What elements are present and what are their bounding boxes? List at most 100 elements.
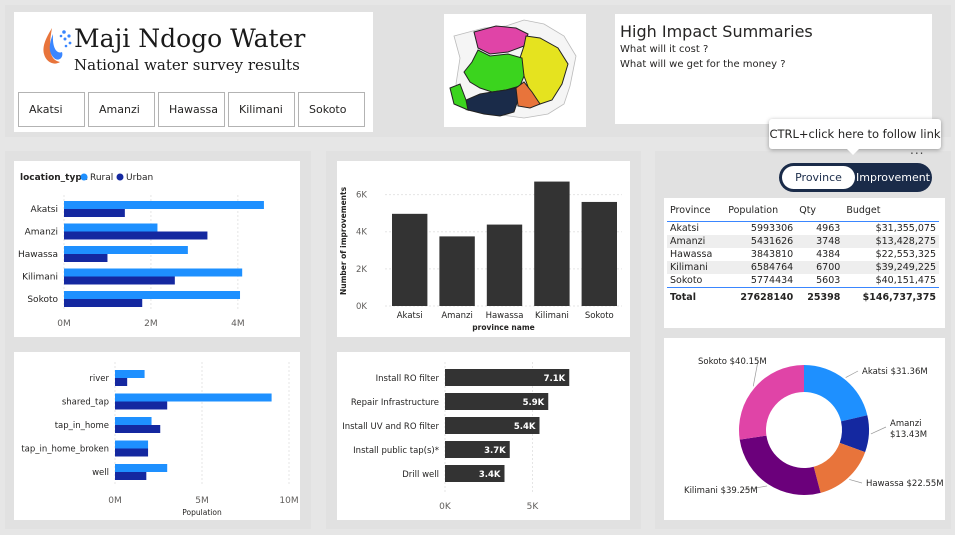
province-slicer-kilimani[interactable]: Kilimani [228, 92, 295, 127]
table-cell: 5774434 [750, 275, 794, 286]
donut-slice [739, 435, 821, 495]
y-tick-label: Kilimani [22, 273, 58, 283]
province-slicer-akatsi[interactable]: Akatsi [18, 92, 85, 127]
bar [64, 254, 108, 262]
table-cell: $146,737,375 [843, 287, 939, 304]
bar [64, 299, 143, 307]
province-slicer-sokoto[interactable]: Sokoto [298, 92, 365, 127]
legend-entry: Urban [126, 173, 153, 183]
improvements-by-province-chart[interactable]: 0K 2K 4K 6K Number of improvements Akatsi Aman… [337, 161, 630, 337]
improvement-types-chart[interactable]: 0K 5K Install RO filter 7.1K Repair Infrastr… [337, 352, 630, 520]
bar [445, 417, 540, 434]
table-header-qty[interactable]: Qty [796, 200, 844, 222]
table-header-province[interactable]: Province [667, 200, 726, 222]
y-tick-label: Install RO filter [376, 374, 440, 384]
slice-label: Kilimani $39.25M [684, 486, 758, 496]
table-header-budget[interactable]: Budget [843, 200, 939, 222]
x-tick-label: 0M [108, 496, 122, 506]
table-row[interactable]: Amanzi 5431626 3748 $13,428,275 [667, 235, 939, 248]
table-cell: 5603 [816, 275, 841, 286]
bar [115, 464, 168, 472]
table-cell: 5431626 [725, 235, 797, 248]
toggle-improvement-button[interactable]: Improvement [856, 171, 930, 184]
table-total-row: Total 27628140 25398 $146,737,375 [667, 287, 939, 304]
y-tick-label: Install UV and RO filter [342, 422, 439, 432]
table-cell: 25398 [796, 287, 844, 304]
x-tick-label: 2M [144, 319, 158, 329]
y-tick-label: Akatsi [31, 205, 58, 215]
y-tick-label: 6K [356, 191, 367, 201]
summaries-question-cost: What will it cost ? [620, 44, 709, 55]
table-cell: 6584764 [725, 261, 797, 274]
bar [115, 472, 147, 480]
legend-marker [116, 173, 124, 181]
legend-title: location_type [20, 173, 88, 183]
table-cell: 6700 [796, 261, 844, 274]
link-tooltip: CTRL+click here to follow link [769, 119, 941, 149]
table-cell: 5993306 [750, 223, 794, 234]
y-tick-label: 2K [356, 265, 367, 275]
table-cell: 4384 [816, 249, 841, 260]
donut-slice [739, 365, 804, 440]
y-tick-label: well [92, 468, 109, 478]
y-tick-label: shared_tap [62, 398, 109, 408]
bar [115, 378, 128, 386]
slice-label: Hawassa $22.55M [866, 479, 944, 489]
table-row[interactable]: Kilimani 6584764 6700 $39,249,225 [667, 261, 939, 274]
leader-line [870, 426, 887, 435]
bar [115, 440, 149, 449]
x-tick-label: 5K [527, 502, 540, 512]
y-tick-label: river [89, 374, 109, 384]
leader-line [743, 485, 768, 491]
table-cell: $40,151,475 [875, 275, 936, 286]
view-toggle[interactable]: Province Improvement [779, 163, 932, 192]
population-by-province-chart[interactable]: location_type Rural Urban 0M 2M 4M Akatsi Amanz… [14, 161, 300, 337]
population-by-source-chart[interactable]: 0M 5M 10M Population river shared_tap tap_in_h… [14, 352, 300, 520]
table-cell: 3748 [796, 235, 844, 248]
bar [445, 369, 570, 386]
bar [115, 401, 168, 410]
water-drop-logo [43, 28, 72, 64]
province-slicer-hawassa[interactable]: Hawassa [158, 92, 225, 127]
data-label: 7.1K [544, 374, 566, 384]
link-tooltip-arrow [846, 148, 860, 155]
table-cell: Kilimani [667, 261, 726, 274]
y-tick-label: 0K [356, 302, 367, 312]
bar [445, 465, 505, 482]
page-title: Maji Ndogo Water [74, 24, 306, 53]
table-row[interactable]: Akatsi 5993306 4963 $31,355,075 [667, 222, 939, 236]
x-tick-label: 0K [439, 502, 452, 512]
table-row[interactable]: Sokoto 5774434 5603 $40,151,475 [667, 274, 939, 288]
summaries-title: High Impact Summaries [620, 22, 813, 41]
y-tick-label: tap_in_home [55, 421, 109, 431]
province-slicer-amanzi[interactable]: Amanzi [88, 92, 155, 127]
table-row[interactable]: Hawassa 3843810 4384 $22,553,325 [667, 248, 939, 261]
table-cell: 4963 [816, 223, 841, 234]
slice-label: Amanzi [890, 419, 922, 429]
table-cell: $39,249,225 [843, 261, 939, 274]
table-header-population[interactable]: Population [725, 200, 797, 222]
legend-marker [80, 173, 88, 181]
improvements-card [337, 161, 630, 337]
table-cell: $13,428,275 [843, 235, 939, 248]
leader-line [752, 360, 759, 387]
bar [486, 224, 523, 306]
bar [439, 236, 475, 306]
slice-label: Akatsi $31.36M [862, 367, 928, 377]
table-cell: 3843810 [750, 249, 794, 260]
page-subtitle: National water survey results [74, 56, 300, 74]
budget-donut-chart[interactable]: Akatsi $31.36M Amanzi$13.43M Hawassa $22.5… [664, 338, 945, 520]
bar [445, 393, 549, 410]
toggle-province-button[interactable]: Province [782, 166, 855, 189]
more-options-icon[interactable]: ... [910, 143, 925, 157]
table-cell: Hawassa [670, 249, 713, 260]
bar [64, 268, 243, 277]
x-axis-label: province name [472, 323, 534, 332]
bar [64, 276, 175, 285]
summaries-question-value: What will we get for the money ? [620, 59, 786, 70]
province-map[interactable] [444, 14, 586, 127]
x-axis-label: Population [182, 508, 222, 517]
leader-line [845, 370, 859, 378]
table-cell: Akatsi [670, 223, 699, 234]
x-tick-label: 10M [279, 496, 298, 506]
